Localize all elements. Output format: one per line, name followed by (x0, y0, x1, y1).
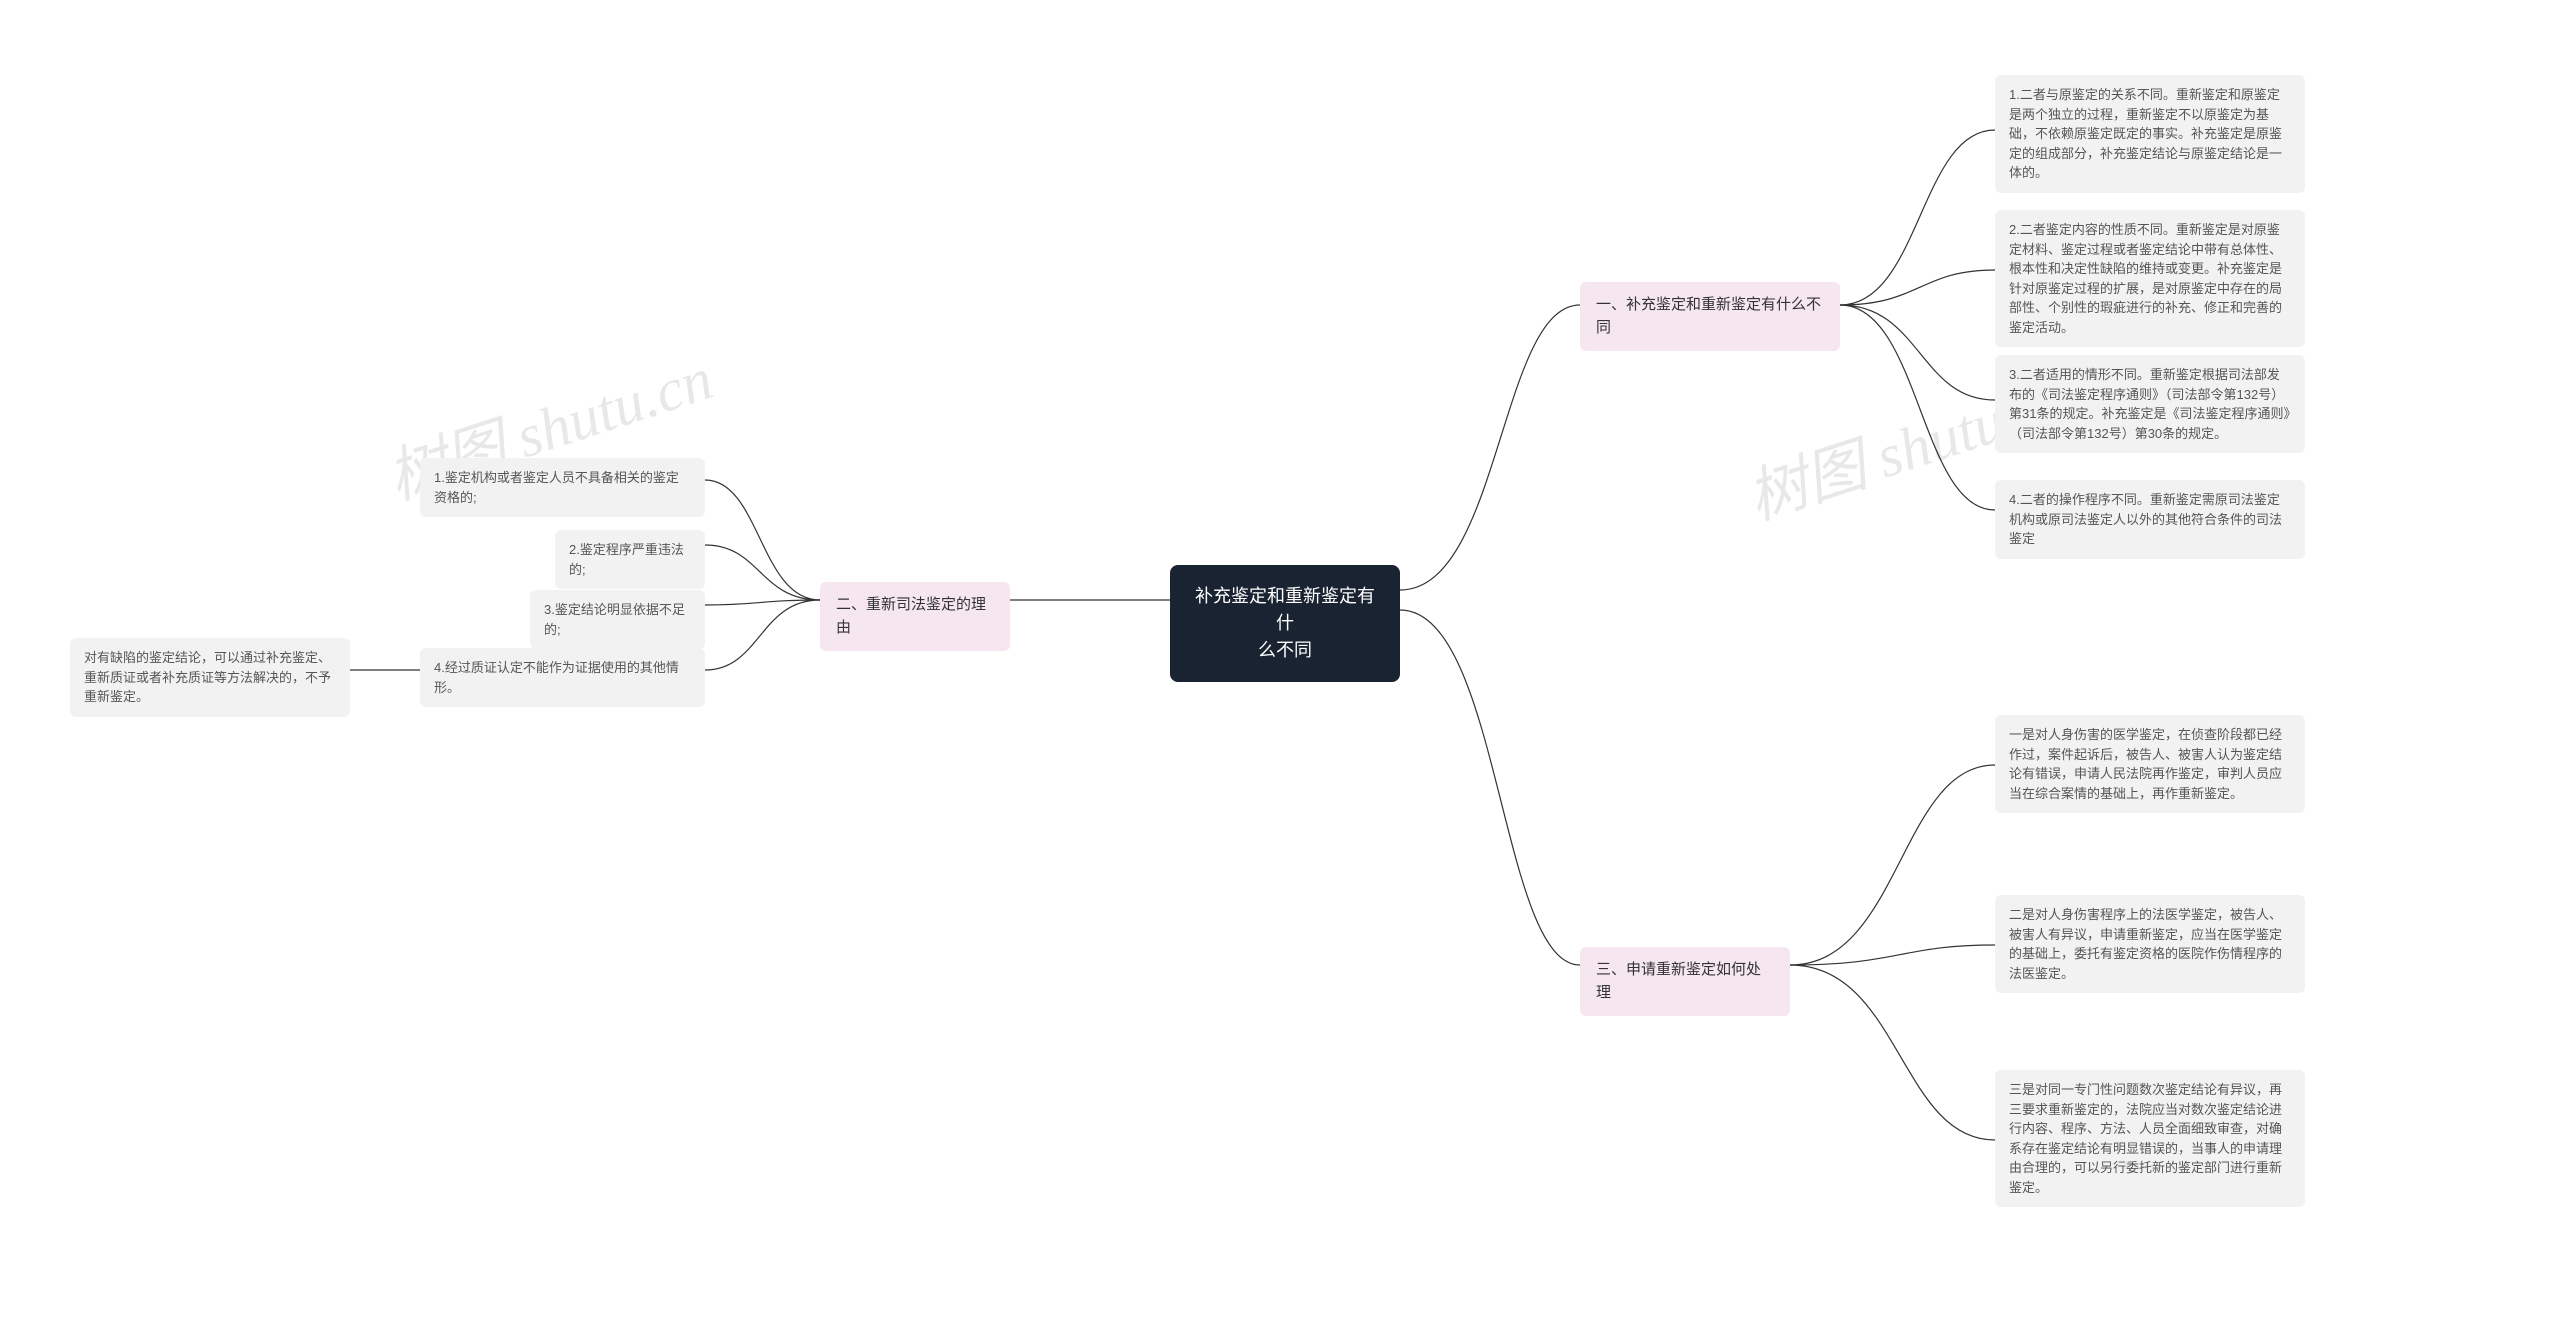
right-branch-3-label: 三、申请重新鉴定如何处理 (1596, 961, 1761, 1001)
r1-leaf-2[interactable]: 2.二者鉴定内容的性质不同。重新鉴定是对原鉴定材料、鉴定过程或者鉴定结论中带有总… (1995, 210, 2305, 347)
r1-leaf-4[interactable]: 4.二者的操作程序不同。重新鉴定需原司法鉴定机构或原司法鉴定人以外的其他符合条件… (1995, 480, 2305, 559)
r1-leaf-1-label: 1.二者与原鉴定的关系不同。重新鉴定和原鉴定是两个独立的过程，重新鉴定不以原鉴定… (2009, 87, 2282, 180)
left-leaf-3[interactable]: 3.鉴定结论明显依据不足的; (530, 590, 705, 649)
left-leaf-2-label: 2.鉴定程序严重违法的; (569, 542, 684, 577)
left-leaf-4-child-label: 对有缺陷的鉴定结论，可以通过补充鉴定、重新质证或者补充质证等方法解决的，不予重新… (84, 650, 331, 704)
left-leaf-1[interactable]: 1.鉴定机构或者鉴定人员不具备相关的鉴定资格的; (420, 458, 705, 517)
right-branch-1-label-1: 一、补充鉴定和重新鉴定有什么不 (1596, 294, 1824, 317)
r3-leaf-2[interactable]: 二是对人身伤害程序上的法医学鉴定，被告人、被害人有异议，申请重新鉴定，应当在医学… (1995, 895, 2305, 993)
r3-leaf-1[interactable]: 一是对人身伤害的医学鉴定，在侦查阶段都已经作过，案件起诉后，被告人、被害人认为鉴… (1995, 715, 2305, 813)
right-branch-1-label-2: 同 (1596, 317, 1824, 340)
left-leaf-2[interactable]: 2.鉴定程序严重违法的; (555, 530, 705, 589)
root-label-line1: 补充鉴定和重新鉴定有什 (1192, 583, 1378, 637)
root-node[interactable]: 补充鉴定和重新鉴定有什 么不同 (1170, 565, 1400, 682)
left-leaf-4[interactable]: 4.经过质证认定不能作为证据使用的其他情形。 (420, 648, 705, 707)
r1-leaf-3[interactable]: 3.二者适用的情形不同。重新鉴定根据司法部发布的《司法鉴定程序通则》（司法部令第… (1995, 355, 2305, 453)
left-leaf-4-label: 4.经过质证认定不能作为证据使用的其他情形。 (434, 660, 679, 695)
right-branch-1[interactable]: 一、补充鉴定和重新鉴定有什么不 同 (1580, 282, 1840, 351)
r3-leaf-3[interactable]: 三是对同一专门性问题数次鉴定结论有异议，再三要求重新鉴定的，法院应当对数次鉴定结… (1995, 1070, 2305, 1207)
left-leaf-3-label: 3.鉴定结论明显依据不足的; (544, 602, 685, 637)
r3-leaf-2-label: 二是对人身伤害程序上的法医学鉴定，被告人、被害人有异议，申请重新鉴定，应当在医学… (2009, 907, 2282, 981)
root-label-line2: 么不同 (1192, 637, 1378, 664)
left-leaf-1-label: 1.鉴定机构或者鉴定人员不具备相关的鉴定资格的; (434, 470, 679, 505)
r1-leaf-2-label: 2.二者鉴定内容的性质不同。重新鉴定是对原鉴定材料、鉴定过程或者鉴定结论中带有总… (2009, 222, 2282, 335)
r1-leaf-3-label: 3.二者适用的情形不同。重新鉴定根据司法部发布的《司法鉴定程序通则》（司法部令第… (2009, 367, 2290, 441)
r3-leaf-3-label: 三是对同一专门性问题数次鉴定结论有异议，再三要求重新鉴定的，法院应当对数次鉴定结… (2009, 1082, 2282, 1195)
right-branch-3[interactable]: 三、申请重新鉴定如何处理 (1580, 947, 1790, 1016)
r3-leaf-1-label: 一是对人身伤害的医学鉴定，在侦查阶段都已经作过，案件起诉后，被告人、被害人认为鉴… (2009, 727, 2282, 801)
r1-leaf-4-label: 4.二者的操作程序不同。重新鉴定需原司法鉴定机构或原司法鉴定人以外的其他符合条件… (2009, 492, 2282, 546)
left-branch-label: 二、重新司法鉴定的理由 (836, 596, 986, 636)
left-leaf-4-child[interactable]: 对有缺陷的鉴定结论，可以通过补充鉴定、重新质证或者补充质证等方法解决的，不予重新… (70, 638, 350, 717)
left-branch[interactable]: 二、重新司法鉴定的理由 (820, 582, 1010, 651)
r1-leaf-1[interactable]: 1.二者与原鉴定的关系不同。重新鉴定和原鉴定是两个独立的过程，重新鉴定不以原鉴定… (1995, 75, 2305, 193)
